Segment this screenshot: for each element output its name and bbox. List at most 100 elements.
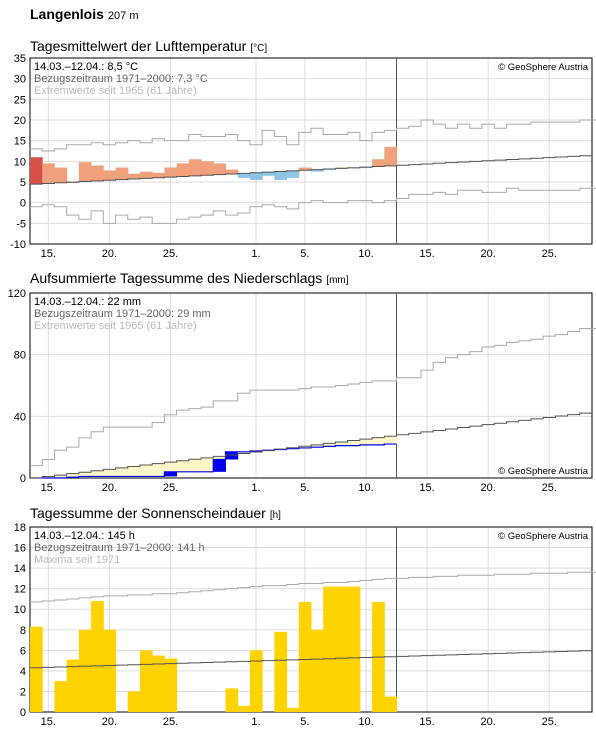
panel-1 (29, 292, 596, 479)
x-tick-label: 10. (358, 716, 373, 728)
y-tick-label: 10 (14, 156, 26, 168)
y-tick-label: -5 (16, 218, 26, 230)
precip-anomaly-fill (66, 473, 80, 478)
precip-anomaly-fill (372, 437, 385, 445)
x-tick-label: 20. (102, 482, 117, 494)
station-header: Langenlois 207 m (30, 6, 138, 22)
legend-observed: 14.03.–12.04.: 8,5 °C (34, 61, 138, 73)
sunshine-bar (347, 586, 361, 712)
sunshine-bar (78, 629, 92, 712)
extreme-max-line (30, 327, 596, 467)
x-tick-label: 20. (481, 482, 496, 494)
y-tick-label: 14 (14, 563, 26, 575)
precip-anomaly-fill (323, 443, 336, 447)
precip-anomaly-fill (359, 439, 373, 445)
y-tick-label: 0 (20, 473, 26, 485)
legend-extremes: Extremwerte seit 1965 (61 Jahre) (34, 320, 197, 332)
sunshine-bar (249, 650, 263, 712)
station-elevation: 207 m (107, 10, 139, 22)
legend-extremes: Maxima seit 1971 (34, 554, 120, 566)
y-tick-label: 18 (14, 522, 26, 534)
x-tick-label: 25. (542, 482, 557, 494)
x-tick-label: 25. (542, 248, 557, 260)
precip-anomaly-fill (91, 470, 104, 477)
sunshine-bar (91, 601, 104, 712)
precip-anomaly-fill (103, 469, 117, 477)
y-tick-label: 5 (20, 177, 26, 189)
temp-bar (213, 163, 226, 175)
y-tick-label: 4 (20, 666, 26, 678)
x-tick-label: 20. (481, 716, 496, 728)
temperature-unit: [°C] (250, 43, 268, 54)
y-tick-label: 12 (14, 584, 26, 596)
legend-reference: Bezugszeitraum 1971–2000: 29 mm (34, 308, 211, 320)
temperature-title: Tagesmittelwert der Lufttemperatur [°C] (30, 38, 267, 54)
sunshine-bar (298, 602, 312, 712)
y-tick-label: 80 (14, 350, 26, 362)
precip-anomaly-fill (298, 446, 312, 448)
x-tick-label: 20. (481, 248, 496, 260)
temp-bar (372, 159, 385, 167)
extreme-max-line (30, 119, 596, 152)
precipitation-unit: [mm] (326, 275, 349, 286)
legend-reference: Bezugszeitraum 1971–2000: 7,3 °C (34, 73, 208, 85)
y-tick-label: 25 (14, 94, 26, 106)
sunshine-bar (66, 659, 80, 712)
sunshine-bar (139, 650, 153, 712)
sunshine-title-text: Tagessumme der Sonnenscheindauer (30, 505, 266, 521)
precip-daily-bar (213, 459, 226, 472)
copyright-label: © GeoSphere Austria (498, 531, 589, 542)
temp-bar (42, 163, 55, 184)
precipitation-title-text: Aufsummierte Tagessumme des Niederschlag… (30, 270, 323, 286)
x-tick-label: 5. (300, 716, 309, 728)
panel-2 (29, 526, 596, 713)
y-tick-label: 2 (20, 686, 26, 698)
y-tick-label: 40 (14, 411, 26, 423)
precip-anomaly-fill (213, 456, 226, 460)
y-tick-label: 15 (14, 136, 26, 148)
x-tick-label: 20. (102, 248, 117, 260)
x-tick-label: 15. (41, 482, 56, 494)
plot-frame (29, 57, 593, 245)
x-tick-label: 25. (542, 716, 557, 728)
sunshine-bar (164, 658, 178, 712)
y-tick-label: 10 (14, 604, 26, 616)
y-tick-label: 30 (14, 74, 26, 86)
temp-bar (176, 163, 190, 177)
x-tick-label: 15. (419, 248, 434, 260)
x-tick-label: 15. (41, 716, 56, 728)
precip-anomaly-fill (115, 467, 129, 477)
precip-anomaly-fill (201, 457, 214, 472)
legend-observed: 14.03.–12.04.: 22 mm (34, 296, 141, 308)
temp-bar (127, 173, 141, 180)
x-tick-label: 1. (251, 716, 260, 728)
sunshine-bar (286, 707, 300, 712)
precip-anomaly-fill (54, 475, 68, 478)
sunshine-bar (225, 688, 239, 712)
legend-reference: Bezugszeitraum 1971–2000: 141 h (34, 542, 205, 554)
station-name: Langenlois (30, 6, 104, 22)
sunshine-bar (237, 705, 251, 712)
precip-anomaly-fill (188, 459, 202, 472)
temp-bar (225, 169, 239, 175)
x-tick-label: 20. (102, 716, 117, 728)
temp-bar (139, 171, 153, 179)
precip-daily-bar (164, 471, 178, 477)
precip-anomaly-fill (176, 460, 190, 472)
y-tick-label: 16 (14, 543, 26, 555)
sunshine-bar (335, 586, 349, 712)
x-tick-label: 25. (163, 716, 178, 728)
x-tick-label: 10. (358, 482, 373, 494)
x-tick-label: 15. (419, 716, 434, 728)
precip-daily-bar (225, 451, 239, 460)
x-tick-label: 10. (358, 248, 373, 260)
temp-bar (274, 171, 288, 180)
extreme-min-line (30, 187, 596, 224)
precip-anomaly-fill (384, 436, 398, 445)
precip-anomaly-fill (347, 440, 361, 446)
temp-bar (311, 169, 324, 172)
sunshine-bar (384, 696, 398, 712)
x-tick-label: 1. (251, 482, 260, 494)
precip-cumulative-line (30, 443, 397, 479)
temp-bar (237, 173, 251, 178)
